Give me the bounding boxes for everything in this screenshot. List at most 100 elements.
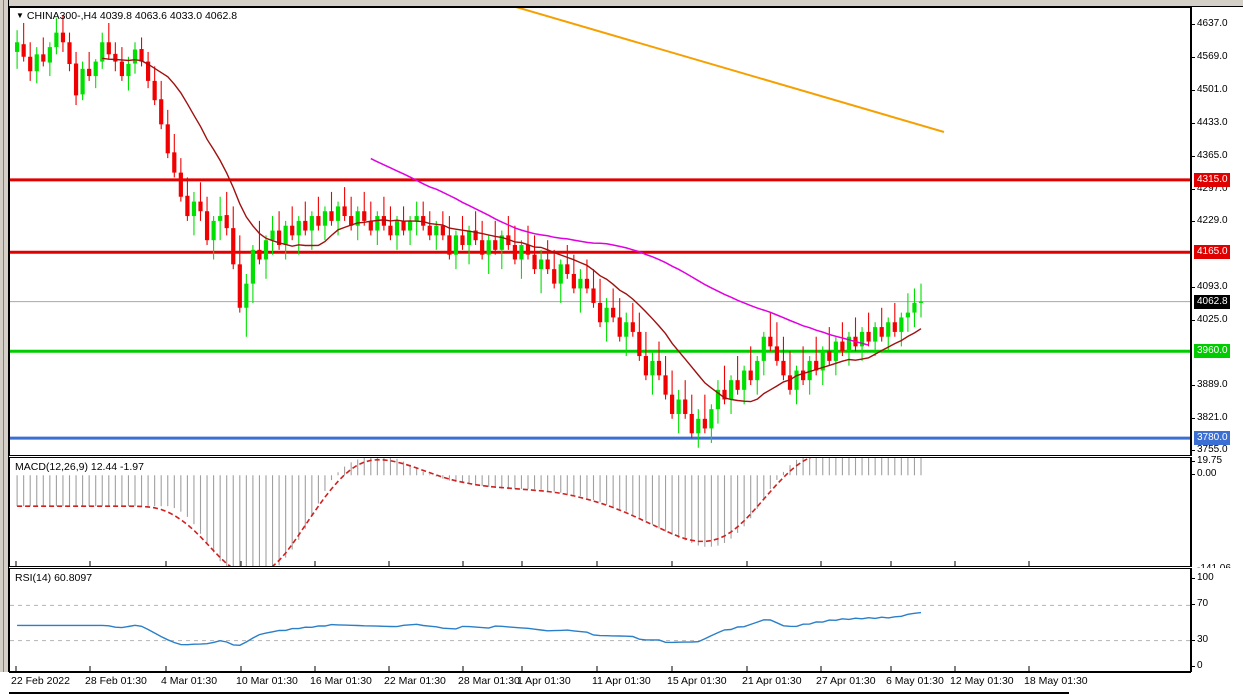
candle-body [152,80,157,101]
macd-canvas[interactable] [10,458,1190,566]
candle-body [683,399,688,414]
candle-body [604,307,609,323]
price-chart-canvas[interactable] [10,8,1190,455]
rsi-tick [1191,604,1195,606]
time-axis: 22 Feb 2022 28 Feb 01:30 4 Mar 01:30 10 Mar… [9,672,1243,695]
macd-header: MACD(12,26,9) 12.44 -1.97 [15,461,144,473]
time-axis-label: 28 Mar 01:30 [458,675,520,687]
candle-body [525,245,531,255]
candle-body [132,49,138,64]
candle-body [859,331,865,347]
candle-body [755,360,760,381]
time-axis-label: 16 Mar 01:30 [310,675,372,687]
collapse-caret-icon[interactable]: ▼ [16,11,24,20]
price-chart-pane[interactable]: ▼ CHINA300-,H4 4039.8 4063.6 4033.0 4062.… [9,7,1191,456]
candle-body [408,220,413,231]
price-level-badge-resistance-lower[interactable]: 4165.0 [1194,245,1230,260]
symbol-ohlc-label: CHINA300-,H4 4039.8 4063.6 4033.0 4062.8 [26,10,238,22]
ma-fast-line [102,57,922,403]
candle-body [624,322,629,337]
candle-body [781,360,786,376]
candle-body [394,220,400,236]
time-axis-label: 6 May 01:30 [886,675,944,687]
candle-body [735,380,740,390]
time-axis-label: 4 Mar 01:30 [161,675,218,687]
candle-body [388,225,393,236]
candle-body [172,152,177,173]
rsi-canvas[interactable] [10,569,1190,671]
time-axis-label: 22 Feb 2022 [11,675,70,687]
candle-body [427,225,432,236]
price-level-badge-current-price[interactable]: 4062.8 [1194,294,1230,309]
candle-body [512,245,517,260]
candle-body [440,225,445,236]
candle-body [558,264,563,284]
candle-body [414,216,419,221]
candle-body [139,49,144,62]
candle-body [840,341,845,352]
candle-body [283,225,288,246]
candle-body [290,225,295,236]
candle-body [480,240,485,255]
time-axis-label: 22 Mar 01:30 [384,675,446,687]
candle-body [873,327,878,342]
candle-body [218,216,223,221]
price-axis: 4637.0 4569.0 4501.0 4433.0 4365.0 4297.0 4229… [1191,7,1243,456]
candle-body [28,56,33,72]
candle-body [912,302,917,313]
time-axis-label: 10 Mar 01:30 [236,675,298,687]
candle-body [257,249,262,260]
price-level-badge-support-lower[interactable]: 3780.0 [1194,431,1230,446]
candle-body [768,336,773,347]
rsi-tick-label: 70 [1197,598,1209,610]
candle-body [87,68,92,77]
rsi-tick-label: 30 [1197,633,1209,645]
price-tick [1191,188,1195,190]
candle-body [552,269,557,284]
candle-body [447,235,452,255]
candle-body [709,409,714,429]
price-level-badge-resistance-upper[interactable]: 4315.0 [1194,172,1230,187]
rsi-line [17,611,922,647]
time-axis-label: 15 Apr 01:30 [667,675,727,687]
candle-body [231,228,236,265]
price-tick [1191,155,1195,157]
candle-body [814,360,819,371]
candle-body [453,235,459,255]
candle-body [198,201,203,212]
trendline[interactable] [515,8,945,133]
candle-body [650,360,655,376]
candle-body [656,360,662,376]
candle-body [178,172,183,197]
candle-body [460,235,465,246]
candle-body [918,301,924,303]
price-level-badge-support-upper[interactable]: 3960.0 [1194,344,1230,359]
rsi-axis: 100 70 30 0 [1191,568,1243,672]
price-tick-label: 4637.0 [1197,18,1228,30]
candle-body [21,44,26,57]
candle-body [611,307,616,318]
macd-signal-line [17,458,812,566]
candle-body [663,375,668,395]
candle-body [630,322,635,332]
candle-body [146,61,151,81]
candle-body [820,351,825,371]
macd-pane[interactable]: MACD(12,26,9) 12.44 -1.97 [9,457,1191,567]
candle-body [807,360,812,381]
candle-body [15,42,20,52]
candle-body [801,370,806,381]
candle-body [80,68,85,95]
candle-body [689,413,694,434]
candle-body [60,32,66,43]
candle-body [277,230,282,246]
rsi-pane[interactable]: RSI(14) 60.8097 [9,568,1191,672]
candle-body [794,370,799,390]
price-tick-label: 4433.0 [1197,116,1228,128]
candle-body [54,32,59,48]
rsi-tick [1191,639,1195,641]
candle-body [349,216,354,226]
candle-body [47,47,52,63]
ma-slow-line [370,157,869,346]
candle-body [34,54,39,72]
price-tick [1191,385,1195,387]
